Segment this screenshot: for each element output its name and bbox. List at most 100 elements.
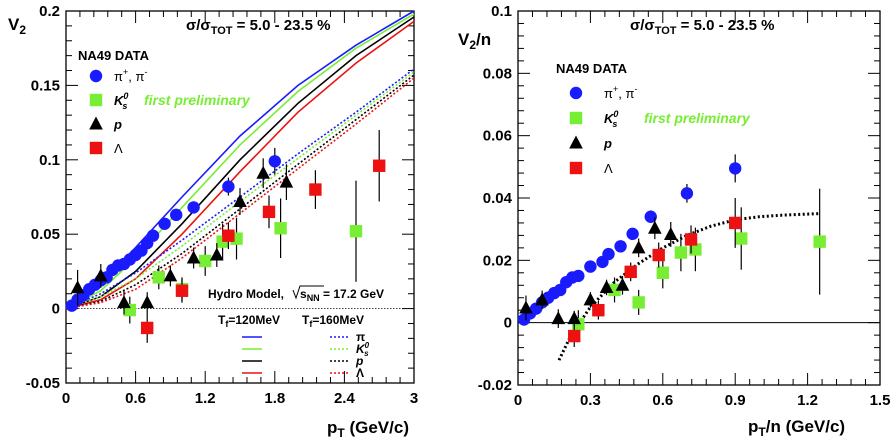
proton-point [664,227,678,240]
kaon-point [657,267,669,279]
y-tick-label: -0.02 [478,377,512,394]
kaon-point [274,222,286,234]
legend-pion-label: π+, π- [604,84,637,101]
legend-pion-marker [90,70,102,82]
y-tick-label: -0.05 [26,375,60,392]
legend-proton-marker [569,136,583,149]
x-tick-label: 1.8 [264,390,285,407]
legend-kaon-note: first preliminary [644,110,751,126]
y-tick-label: 0.06 [483,128,512,145]
pion-point [681,187,693,199]
lambda-point [309,183,321,195]
model-t120-label: Tf=120MeV [218,313,280,329]
lambda-point [373,160,385,172]
right-y-axis-label: V2/n [458,30,491,52]
lambda-point [141,322,153,334]
left-x-axis-label: pT (GeV/c) [327,418,409,437]
proton-point [164,268,178,281]
y-tick-label: 0.05 [31,226,60,243]
x-tick-label: 0.6 [125,390,146,407]
x-tick-label: 0 [514,392,522,409]
legend-kaon-label: K0 s [114,91,128,111]
legend-kaon-note: first preliminary [144,92,251,108]
proton-point [256,166,270,179]
right-legend-title: NA49 DATA [556,61,628,76]
legend-kaon-marker [570,112,582,124]
legend-lambda-label: Λ [604,161,613,176]
lambda-point [222,229,234,241]
lambda-point [176,285,188,297]
legend-proton-label: p [113,117,122,132]
pion-point [584,260,596,272]
right-panel: 0 0.3 0.6 0.9 1.2 1.5-0.0200.020.040.060.080.… [458,3,890,437]
y-tick-label: 0.15 [31,77,60,94]
x-tick-label: 1.2 [797,392,818,409]
pion-point [147,229,159,241]
x-tick-label: 0 [62,390,70,407]
model-energy: sNN = 17.2 GeV [293,286,384,303]
legend-lambda-marker [90,142,102,154]
pion-point [269,155,281,167]
lambda-point [625,266,637,278]
lambda-point [592,304,604,316]
y-tick-label: 0.1 [39,152,60,169]
pion-point [158,218,170,230]
y-tick-label: 0.2 [39,3,60,20]
x-tick-label: 0.9 [725,392,746,409]
kaon-point [350,225,362,237]
lambda-point [568,330,580,342]
legend-kaon-label: K0 s [604,109,618,129]
y-tick-label: 0 [52,301,60,318]
x-tick-label: 0.6 [652,392,673,409]
y-tick-label: 0.04 [483,190,513,207]
kaon-point [813,235,825,247]
legend-proton-marker [89,117,103,130]
right-data-points [518,154,826,347]
pion-point [626,228,638,240]
y-tick-label: 0.1 [491,3,512,20]
legend-pion-label: π+, π- [114,67,147,84]
proton-point [632,240,646,253]
legend-proton-label: p [603,136,612,151]
x-tick-label: 0.3 [580,392,601,409]
svg-text:sNN = 17.2 GeV: sNN = 17.2 GeV [300,287,384,303]
proton-point [552,311,566,324]
left-data-points [66,130,386,343]
legend-lambda-marker [570,162,582,174]
proton-point [567,311,581,324]
legend-lambda-label: Λ [114,141,123,156]
proton-point [280,175,294,188]
lambda-point [729,217,741,229]
pion-point [602,248,614,260]
model-t160-label: Tf=160MeV [302,313,364,329]
kaon-point [153,271,165,283]
lambda-point [263,206,275,218]
model-label: Hydro Model, [208,287,284,301]
proton-point [210,248,224,261]
left-legend-title: NA49 DATA [78,48,150,63]
pion-point [187,201,199,213]
legend-pion-marker [570,87,582,99]
kaon-point [199,255,211,267]
y-tick-label: 0.08 [483,65,512,82]
x-tick-label: 2.4 [334,390,356,407]
right-centrality-label: σ/σTOT = 5.0 - 23.5 % [630,17,774,37]
right-x-axis-label: pT/n (GeV/c) [748,417,845,437]
proton-point [584,292,598,305]
y-tick-label: 0.02 [483,252,512,269]
proton-point [140,295,154,308]
kaon-point [675,246,687,258]
pion-point [222,180,234,192]
left-y-axis-label: V2 [8,15,26,37]
proton-point [117,295,131,308]
x-tick-label: 1.2 [195,390,216,407]
lambda-point [685,233,697,245]
lambda-point [652,249,664,261]
right-tick-labels: 0 0.3 0.6 0.9 1.2 1.5-0.0200.020.040.060.080.… [478,3,891,409]
left-model-legend: Hydro Model, sNN = 17.2 GeV Tf=120MeV Tf… [208,286,384,380]
proton-point [71,280,85,293]
model-species-lambda: Λ [356,366,364,380]
pion-point [572,270,584,282]
model-line-samples: πK0 spΛ [242,330,370,380]
